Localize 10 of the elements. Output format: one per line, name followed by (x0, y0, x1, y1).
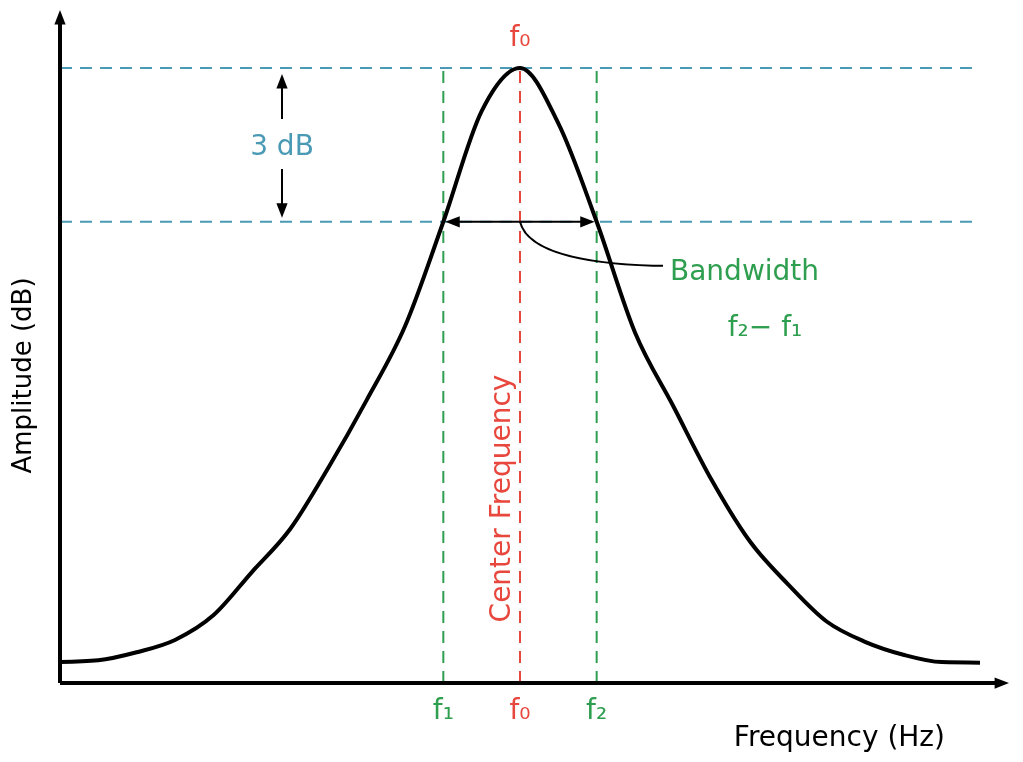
annotation: Bandwidth (670, 253, 820, 287)
x-tick-label: f₀ (509, 693, 531, 726)
annotation: f₀ (509, 20, 531, 53)
ref-line-label: Center Frequency (484, 374, 517, 623)
y-axis-title: Amplitude (dB) (7, 277, 38, 474)
x-tick-label: f₂ (586, 693, 608, 726)
x-axis-title: Frequency (Hz) (733, 720, 945, 753)
annotation: 3 dB (250, 128, 314, 162)
x-tick-label: f₁ (432, 693, 454, 726)
annotation: f₂− f₁ (727, 309, 803, 343)
